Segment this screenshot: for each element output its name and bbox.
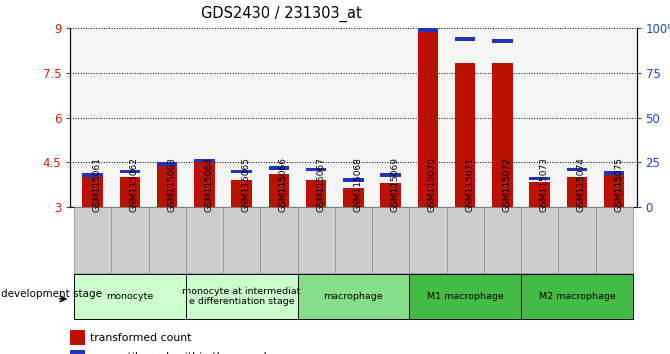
Text: GSM115068: GSM115068 <box>354 157 362 212</box>
Text: M1 macrophage: M1 macrophage <box>427 292 504 301</box>
Bar <box>120 170 140 173</box>
Bar <box>194 162 214 207</box>
Bar <box>604 174 624 207</box>
Text: GSM115074: GSM115074 <box>577 158 586 212</box>
Text: GSM115075: GSM115075 <box>614 157 623 212</box>
Bar <box>492 63 513 207</box>
Text: GSM115062: GSM115062 <box>130 158 139 212</box>
Bar <box>82 177 103 207</box>
Text: GSM115061: GSM115061 <box>92 157 102 212</box>
Bar <box>306 168 326 171</box>
Text: GSM115067: GSM115067 <box>316 157 325 212</box>
Bar <box>194 159 214 162</box>
FancyBboxPatch shape <box>297 207 335 273</box>
Bar <box>381 183 401 207</box>
FancyBboxPatch shape <box>223 207 261 273</box>
Bar <box>417 28 438 32</box>
Text: GSM115073: GSM115073 <box>539 157 549 212</box>
Bar <box>455 63 476 207</box>
Text: macrophage: macrophage <box>324 292 383 301</box>
FancyBboxPatch shape <box>521 207 558 273</box>
Bar <box>269 166 289 170</box>
Bar <box>120 177 140 207</box>
Bar <box>157 162 178 166</box>
Bar <box>306 180 326 207</box>
Text: percentile rank within the sample: percentile rank within the sample <box>90 352 273 354</box>
FancyBboxPatch shape <box>409 207 446 273</box>
FancyBboxPatch shape <box>409 274 521 319</box>
FancyBboxPatch shape <box>596 207 632 273</box>
Text: GSM115065: GSM115065 <box>242 157 251 212</box>
Bar <box>381 173 401 177</box>
Bar <box>529 177 550 180</box>
Bar <box>604 171 624 175</box>
Text: transformed count: transformed count <box>90 332 192 343</box>
Bar <box>231 170 252 173</box>
FancyBboxPatch shape <box>149 207 186 273</box>
Bar <box>269 174 289 207</box>
Text: GSM115064: GSM115064 <box>204 158 214 212</box>
Bar <box>70 330 84 345</box>
FancyBboxPatch shape <box>297 274 409 319</box>
FancyBboxPatch shape <box>446 207 484 273</box>
Text: GSM115071: GSM115071 <box>465 157 474 212</box>
FancyBboxPatch shape <box>558 207 596 273</box>
Bar <box>343 178 364 182</box>
Bar <box>455 37 476 41</box>
Text: M2 macrophage: M2 macrophage <box>539 292 615 301</box>
Text: GSM115066: GSM115066 <box>279 157 288 212</box>
FancyBboxPatch shape <box>74 274 186 319</box>
FancyBboxPatch shape <box>335 207 372 273</box>
FancyBboxPatch shape <box>372 207 409 273</box>
Text: GSM115069: GSM115069 <box>391 157 400 212</box>
Text: GSM115072: GSM115072 <box>502 158 511 212</box>
FancyBboxPatch shape <box>484 207 521 273</box>
Text: GSM115070: GSM115070 <box>428 157 437 212</box>
FancyBboxPatch shape <box>521 274 632 319</box>
Bar <box>231 180 252 207</box>
Bar <box>343 188 364 207</box>
Bar <box>492 39 513 42</box>
Bar <box>567 177 587 207</box>
Bar <box>70 350 84 354</box>
Text: GDS2430 / 231303_at: GDS2430 / 231303_at <box>201 5 362 22</box>
Text: monocyte: monocyte <box>107 292 153 301</box>
FancyBboxPatch shape <box>186 207 223 273</box>
Bar <box>417 31 438 207</box>
Bar <box>567 168 587 171</box>
Text: GSM115063: GSM115063 <box>168 157 176 212</box>
FancyBboxPatch shape <box>186 274 297 319</box>
Bar <box>157 165 178 207</box>
Text: development stage: development stage <box>1 289 102 299</box>
Text: monocyte at intermediat
e differentiation stage: monocyte at intermediat e differentiatio… <box>182 287 301 306</box>
FancyBboxPatch shape <box>261 207 297 273</box>
FancyBboxPatch shape <box>111 207 149 273</box>
Bar <box>82 173 103 177</box>
Bar <box>529 182 550 207</box>
FancyBboxPatch shape <box>74 207 111 273</box>
